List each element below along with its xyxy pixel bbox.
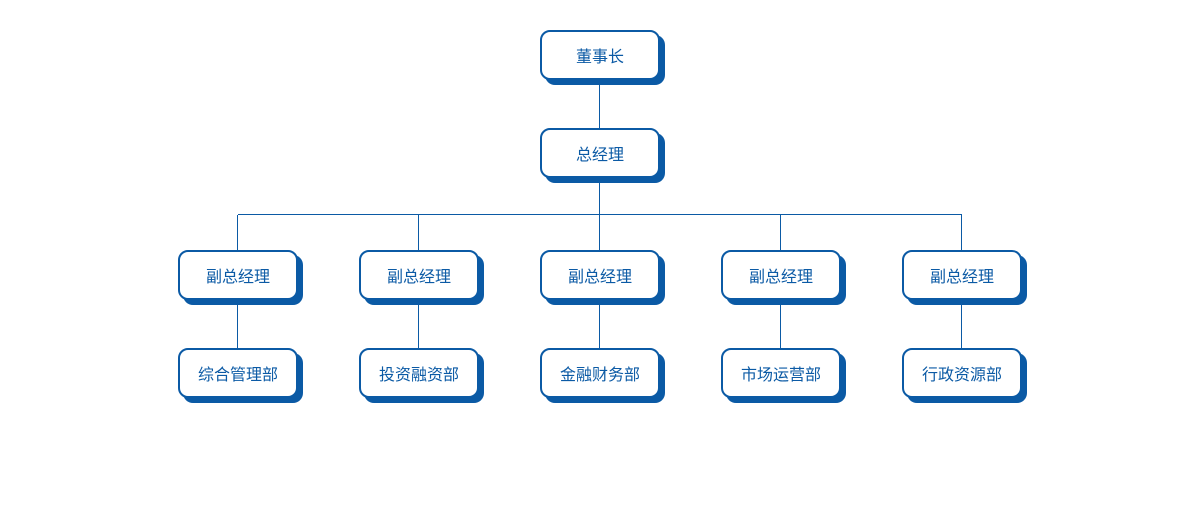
node-box: 副总经理 xyxy=(902,250,1022,300)
node-label: 金融财务部 xyxy=(560,361,640,385)
node-vgm5: 副总经理 xyxy=(902,250,1022,300)
node-label: 副总经理 xyxy=(568,263,632,287)
org-chart: 董事长总经理副总经理 副总经理 副总经理 副总经理 副总经理综合管理部 投资融资部 金融财务… xyxy=(0,0,1200,516)
node-label: 副总经理 xyxy=(206,263,270,287)
connector-vline xyxy=(961,215,962,250)
node-box: 金融财务部 xyxy=(540,348,660,398)
node-vgm4: 副总经理 xyxy=(721,250,841,300)
connector-vline xyxy=(780,215,781,250)
connector-vline xyxy=(237,215,238,250)
node-label: 副总经理 xyxy=(387,263,451,287)
node-chairman: 董事长 xyxy=(540,30,660,80)
connector-vline xyxy=(780,300,781,348)
node-label: 副总经理 xyxy=(749,263,813,287)
node-box: 投资融资部 xyxy=(359,348,479,398)
node-box: 市场运营部 xyxy=(721,348,841,398)
connector-vline xyxy=(961,300,962,348)
node-box: 副总经理 xyxy=(178,250,298,300)
node-dept4: 市场运营部 xyxy=(721,348,841,398)
node-gm: 总经理 xyxy=(540,128,660,178)
connector-vline xyxy=(418,215,419,250)
node-box: 总经理 xyxy=(540,128,660,178)
node-dept3: 金融财务部 xyxy=(540,348,660,398)
connector-vline xyxy=(599,300,600,348)
node-dept1: 综合管理部 xyxy=(178,348,298,398)
node-label: 行政资源部 xyxy=(922,361,1002,385)
connector-vline xyxy=(599,215,600,250)
node-box: 行政资源部 xyxy=(902,348,1022,398)
node-box: 副总经理 xyxy=(540,250,660,300)
node-box: 综合管理部 xyxy=(178,348,298,398)
node-dept5: 行政资源部 xyxy=(902,348,1022,398)
connector-vline xyxy=(599,178,600,215)
node-label: 副总经理 xyxy=(930,263,994,287)
node-vgm1: 副总经理 xyxy=(178,250,298,300)
node-box: 副总经理 xyxy=(359,250,479,300)
node-vgm3: 副总经理 xyxy=(540,250,660,300)
node-label: 综合管理部 xyxy=(198,361,278,385)
node-box: 董事长 xyxy=(540,30,660,80)
node-label: 董事长 xyxy=(576,43,624,67)
connector-vline xyxy=(599,80,600,128)
node-dept2: 投资融资部 xyxy=(359,348,479,398)
node-box: 副总经理 xyxy=(721,250,841,300)
node-label: 总经理 xyxy=(576,141,624,165)
node-label: 市场运营部 xyxy=(741,361,821,385)
node-label: 投资融资部 xyxy=(379,361,459,385)
node-vgm2: 副总经理 xyxy=(359,250,479,300)
connector-vline xyxy=(418,300,419,348)
connector-vline xyxy=(237,300,238,348)
